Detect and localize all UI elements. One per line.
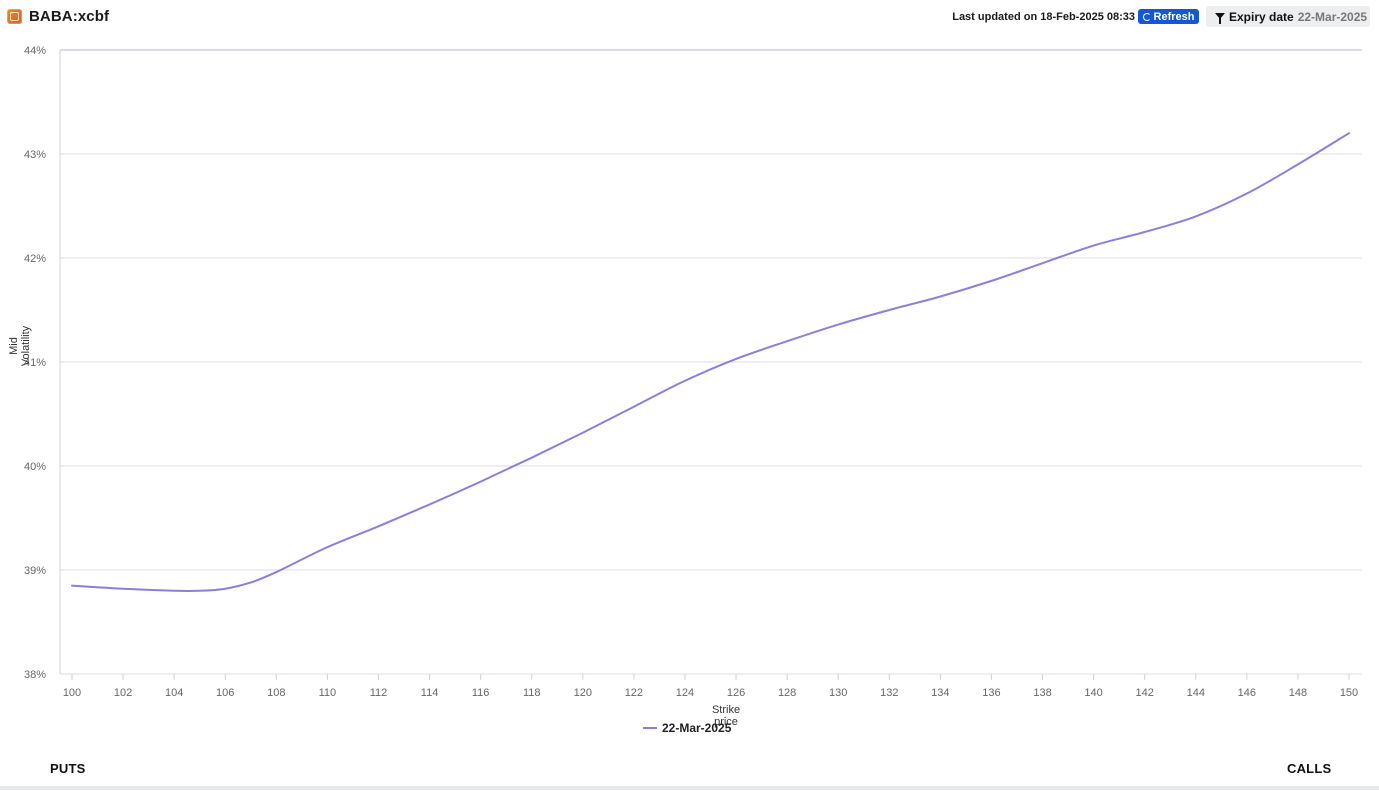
x-tick-label: 142 <box>1136 687 1154 699</box>
x-tick-label: 116 <box>472 687 490 699</box>
x-tick-label: 108 <box>267 687 285 699</box>
instrument-title: BABA:xcbf <box>29 8 110 25</box>
series-line <box>71 132 1350 593</box>
y-axis-title: MidVolatility <box>8 325 32 366</box>
x-tick-label: 118 <box>523 687 541 699</box>
x-tick-label: 100 <box>63 687 81 699</box>
puts-label[interactable]: PUTS <box>50 761 86 776</box>
expiry-date-filter[interactable]: Expiry date 22-Mar-2025 <box>1206 6 1370 27</box>
x-tick-label: 122 <box>625 687 643 699</box>
x-tick-label: 136 <box>982 687 1000 699</box>
x-tick-label: 102 <box>114 687 132 699</box>
bottom-scrollbar-track <box>0 786 1379 790</box>
expiry-date-value: 22-Mar-2025 <box>1297 9 1368 24</box>
y-tick-label: 41% <box>24 357 46 369</box>
y-tick-label: 40% <box>24 461 46 473</box>
y-tick-label: 39% <box>24 565 46 577</box>
refresh-button[interactable]: Refresh <box>1138 9 1199 24</box>
x-tick-label: 104 <box>165 687 183 699</box>
x-tick-label: 120 <box>574 687 592 699</box>
x-axis-title: Strike price <box>712 704 740 728</box>
y-tick-label: 44% <box>24 45 46 57</box>
legend-label: 22-Mar-2025 <box>662 721 732 735</box>
x-tick-label: 138 <box>1033 687 1051 699</box>
y-tick-label: 42% <box>24 253 46 265</box>
x-tick-label: 134 <box>931 687 949 699</box>
x-tick-label: 150 <box>1340 687 1358 699</box>
x-tick-label: 132 <box>880 687 898 699</box>
x-tick-label: 106 <box>216 687 234 699</box>
filter-icon <box>1215 12 1225 24</box>
calls-label[interactable]: CALLS <box>1287 761 1332 776</box>
refresh-icon <box>1142 12 1151 21</box>
x-tick-label: 112 <box>370 687 388 699</box>
x-tick-label: 148 <box>1289 687 1307 699</box>
x-tick-label: 130 <box>829 687 847 699</box>
y-tick-label: 43% <box>24 149 46 161</box>
y-tick-label: 38% <box>24 669 46 681</box>
brand-logo-icon <box>7 9 22 24</box>
x-tick-label: 140 <box>1084 687 1102 699</box>
x-tick-label: 146 <box>1238 687 1256 699</box>
header-bar: BABA:xcbf Last updated on 18-Feb-2025 08… <box>0 0 1379 34</box>
x-tick-label: 144 <box>1187 687 1205 699</box>
refresh-button-label: Refresh <box>1153 10 1195 23</box>
x-tick-label: 126 <box>727 687 745 699</box>
last-updated-text: Last updated on 18-Feb-2025 08:33 <box>952 11 1135 23</box>
expiry-date-label: Expiry date <box>1229 9 1294 24</box>
x-tick-label: 110 <box>319 687 337 699</box>
x-tick-label: 128 <box>778 687 796 699</box>
x-tick-label: 124 <box>676 687 694 699</box>
x-tick-label: 114 <box>421 687 439 699</box>
